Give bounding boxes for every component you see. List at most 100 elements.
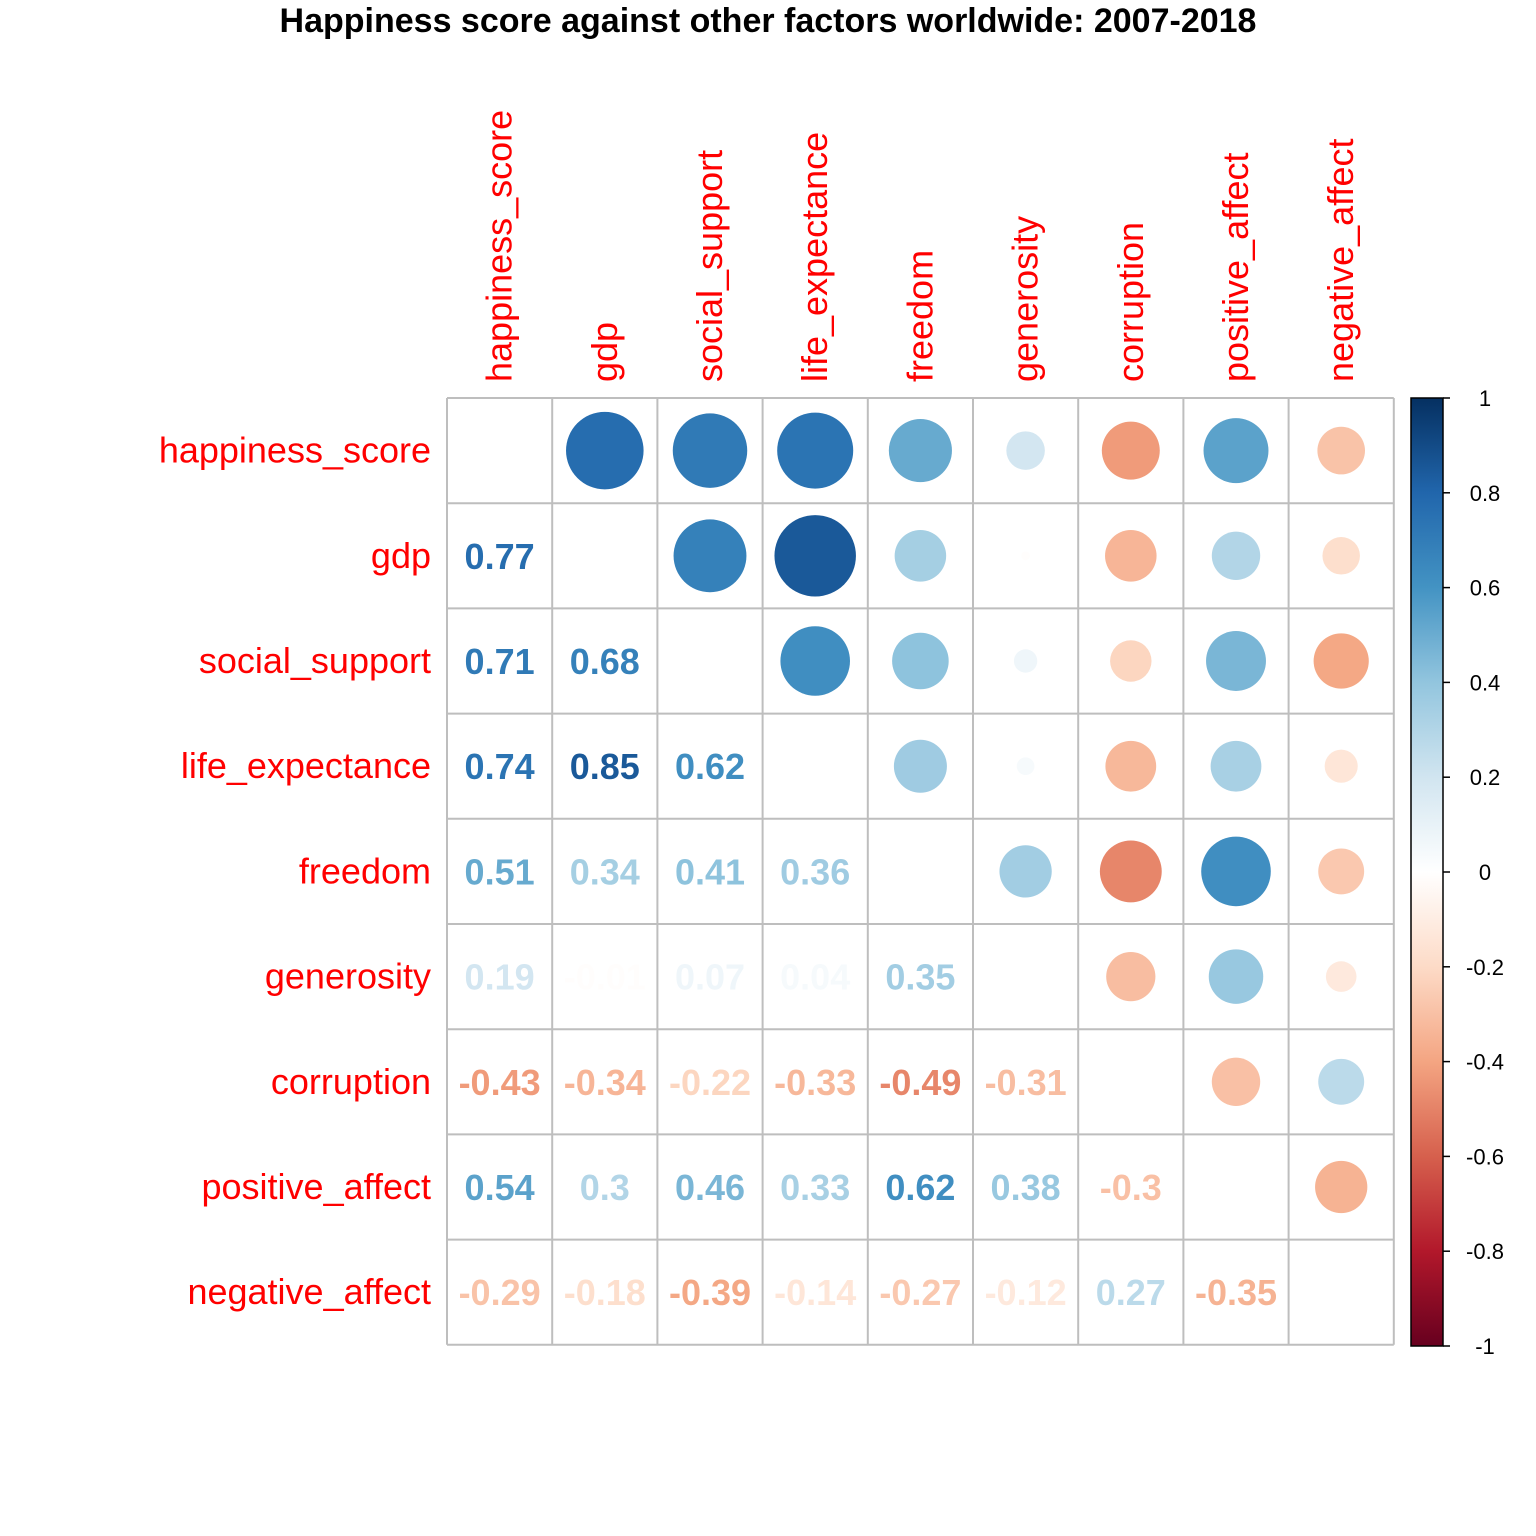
correlation-value-label: 0.71 — [465, 641, 535, 682]
row-label: generosity — [265, 956, 431, 997]
correlation-value-label: -0.01 — [564, 957, 646, 998]
correlation-value-label: 0.62 — [885, 1167, 955, 1208]
row-label: negative_affect — [187, 1271, 431, 1312]
correlation-circle — [1016, 757, 1035, 776]
column-label: generosity — [1005, 216, 1046, 382]
correlation-value-label: 0.3 — [580, 1167, 630, 1208]
colorbar-tick-label: -0.6 — [1466, 1144, 1504, 1169]
row-label: social_support — [199, 640, 431, 681]
correlation-circle — [673, 519, 747, 593]
correlation-value-label: -0.14 — [774, 1272, 856, 1313]
correlation-value-label: 0.38 — [991, 1167, 1061, 1208]
correlation-value-label: -0.29 — [459, 1272, 541, 1313]
correlation-circle — [777, 412, 854, 489]
correlation-value-label: 0.19 — [465, 957, 535, 998]
correlation-circle — [1315, 1160, 1368, 1214]
colorbar-tick-label: 0.2 — [1470, 765, 1501, 790]
correlation-circle — [780, 626, 850, 696]
colorbar-tick-label: 0.8 — [1470, 481, 1501, 506]
correlation-value-label: 0.27 — [1096, 1272, 1166, 1313]
correlation-value-label: -0.33 — [774, 1062, 856, 1103]
correlation-circle — [999, 845, 1052, 898]
correlation-value-label: 0.34 — [570, 851, 640, 892]
correlation-value-label: 0.35 — [885, 957, 955, 998]
correlation-value-label: 0.07 — [675, 957, 745, 998]
correlation-value-label: -0.22 — [669, 1062, 751, 1103]
colorbar-tick-label: -0.2 — [1466, 955, 1504, 980]
correlation-value-label: 0.68 — [570, 641, 640, 682]
correlation-circle — [1105, 740, 1157, 792]
correlation-circle — [893, 739, 947, 793]
matrix-grid — [446, 397, 1395, 1346]
correlation-value-label: -0.12 — [985, 1272, 1067, 1313]
correlation-circle — [1099, 840, 1162, 903]
matrix-cells: 0.77 0.71 0.68 0.74 0.85 0.62 0.51 0.34 0.41 0.36… — [459, 411, 1369, 1313]
column-label: freedom — [899, 250, 940, 382]
correlation-value-label: 0.04 — [780, 957, 850, 998]
correlation-circle — [892, 632, 949, 690]
colorbar-tick-label: -0.4 — [1466, 1050, 1504, 1075]
correlation-circle — [894, 530, 947, 582]
colorbar-tick-label: 1 — [1479, 386, 1491, 411]
correlation-value-label: 0.77 — [465, 536, 535, 577]
colorbar-tick-label: 0.6 — [1470, 576, 1501, 601]
correlation-circle — [888, 419, 952, 483]
row-label: corruption — [271, 1061, 431, 1102]
correlation-circle — [1006, 431, 1045, 470]
correlation-value-label: -0.35 — [1195, 1272, 1277, 1313]
correlation-circle — [1110, 640, 1152, 682]
row-label: positive_affect — [202, 1166, 431, 1207]
row-label: life_expectance — [181, 745, 431, 786]
correlation-circle — [1325, 961, 1357, 992]
correlation-circle — [1211, 531, 1261, 581]
correlation-circle — [1105, 530, 1157, 582]
correlation-circle — [1206, 631, 1266, 691]
colorbar-tick-label: -1 — [1475, 1334, 1495, 1359]
correlation-circle — [1313, 633, 1369, 689]
correlation-value-label: 0.36 — [780, 851, 850, 892]
correlation-circle — [1101, 421, 1160, 480]
correlation-circle — [1322, 537, 1360, 575]
correlation-circle — [1211, 1057, 1261, 1107]
row-label: freedom — [299, 850, 431, 891]
correlation-value-label: -0.34 — [564, 1062, 646, 1103]
correlation-circle — [1208, 949, 1264, 1004]
correlation-value-label: 0.33 — [780, 1167, 850, 1208]
column-label: positive_affect — [1215, 153, 1256, 382]
column-label: happiness_score — [479, 110, 520, 382]
colorbar-tick-label: -0.8 — [1466, 1239, 1504, 1264]
correlation-value-label: 0.62 — [675, 746, 745, 787]
correlation-value-label: 0.41 — [675, 851, 745, 892]
correlation-value-label: 0.54 — [465, 1167, 535, 1208]
correlation-circle — [1013, 649, 1038, 673]
correlation-value-label: -0.3 — [1100, 1167, 1162, 1208]
colorbar-gradient — [1410, 397, 1444, 1347]
correlation-circle — [1318, 1058, 1365, 1105]
correlation-value-label: -0.27 — [879, 1272, 961, 1313]
correlation-circle — [1324, 749, 1358, 783]
correlation-value-label: 0.85 — [570, 746, 640, 787]
correlation-value-label: -0.31 — [985, 1062, 1067, 1103]
correlation-circle — [566, 411, 644, 490]
colorbar-tick-label: 0.4 — [1470, 670, 1501, 695]
correlation-value-label: -0.18 — [564, 1272, 646, 1313]
correlation-circle — [1318, 848, 1365, 895]
correlation-circle — [1021, 551, 1031, 561]
column-label: gdp — [584, 322, 625, 382]
correlation-circle — [1317, 426, 1365, 475]
column-label: social_support — [689, 150, 730, 382]
chart-title: Happiness score against other factors wo… — [280, 2, 1257, 40]
correlation-value-label: -0.43 — [459, 1062, 541, 1103]
colorbar-tick-label: 0 — [1479, 860, 1491, 885]
column-label: life_expectance — [794, 132, 835, 382]
correlation-circle — [1106, 951, 1156, 1002]
correlation-circle — [672, 413, 748, 488]
row-label: gdp — [371, 535, 431, 576]
correlation-value-label: -0.49 — [879, 1062, 961, 1103]
correlation-circle — [1201, 836, 1271, 907]
correlation-circle — [1210, 740, 1262, 792]
correlation-circle — [1203, 418, 1269, 484]
